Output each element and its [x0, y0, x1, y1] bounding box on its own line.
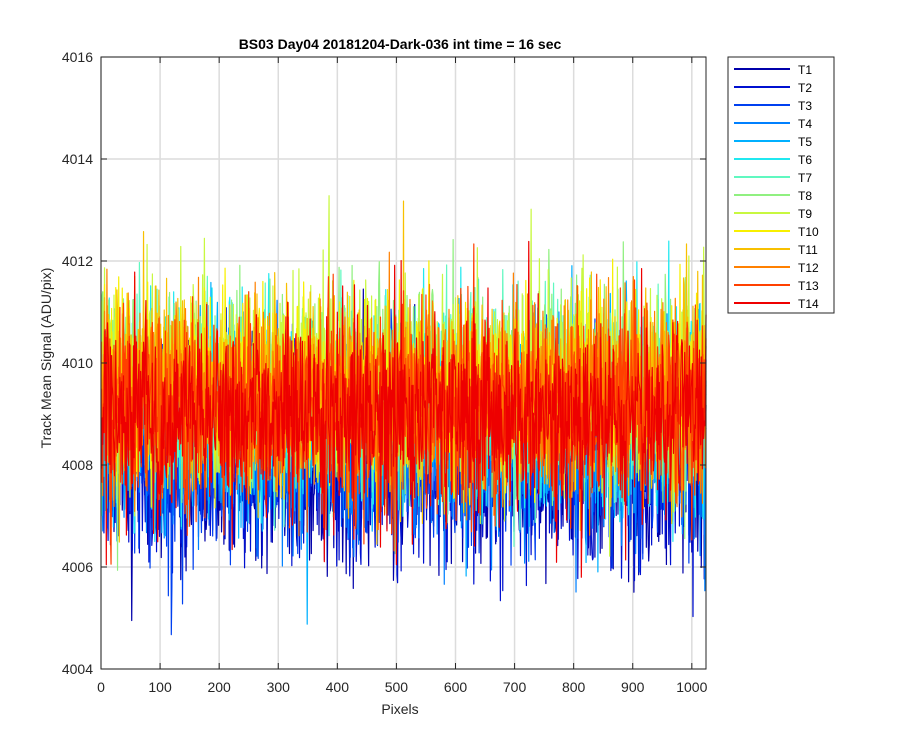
y-tick-label: 4006: [62, 559, 93, 575]
y-tick-label: 4014: [62, 151, 93, 167]
series-line-t14: [100, 240, 707, 578]
legend-label-t13: T13: [798, 279, 819, 293]
legend-box: [727, 56, 835, 314]
x-tick-label: 0: [97, 679, 105, 695]
x-axis-label: Pixels: [381, 701, 418, 717]
legend-label-t12: T12: [798, 261, 819, 275]
series-lines: [100, 195, 707, 636]
plot-area: 0 100 200 300 400 500 600 700 800 900 1000 4004400…: [62, 49, 708, 695]
y-tick-label: 4016: [62, 49, 93, 65]
legend-label-t1: T1: [798, 63, 812, 77]
legend-label-t4: T4: [798, 117, 812, 131]
legend-label-t5: T5: [798, 135, 812, 149]
y-axis-ticks: 4004 4006 4008 4010 4012 4014 4016: [62, 49, 706, 677]
x-tick-label: 100: [148, 679, 172, 695]
x-tick-label: 500: [385, 679, 409, 695]
y-axis-label: Track Mean Signal (ADU/pix): [38, 268, 54, 449]
legend-label-t2: T2: [798, 81, 812, 95]
y-tick-label: 4004: [62, 661, 93, 677]
legend: T1 T2 T3 T4 T5 T6 T7 T8 T9 T10 T11 T12 T13 T14: [727, 56, 835, 314]
x-tick-label: 200: [207, 679, 231, 695]
legend-label-t6: T6: [798, 153, 812, 167]
chart-title: BS03 Day04 20181204-Dark-036 int time = …: [239, 36, 562, 52]
legend-label-t11: T11: [798, 243, 818, 257]
y-tick-label: 4008: [62, 457, 93, 473]
legend-label-t3: T3: [798, 99, 812, 113]
legend-label-t8: T8: [798, 189, 812, 203]
y-tick-label: 4012: [62, 253, 93, 269]
x-tick-label: 600: [444, 679, 468, 695]
legend-label-t7: T7: [798, 171, 812, 185]
x-tick-label: 300: [267, 679, 291, 695]
legend-label-t10: T10: [798, 225, 819, 239]
legend-label-t9: T9: [798, 207, 812, 221]
x-tick-label: 400: [326, 679, 350, 695]
y-tick-label: 4010: [62, 355, 93, 371]
x-tick-label: 900: [621, 679, 645, 695]
x-axis-ticks: 0 100 200 300 400 500 600 700 800 900 1000: [97, 57, 708, 695]
x-tick-label: 1000: [676, 679, 707, 695]
x-tick-label: 700: [503, 679, 527, 695]
legend-label-t14: T14: [798, 297, 819, 311]
x-tick-label: 800: [562, 679, 586, 695]
